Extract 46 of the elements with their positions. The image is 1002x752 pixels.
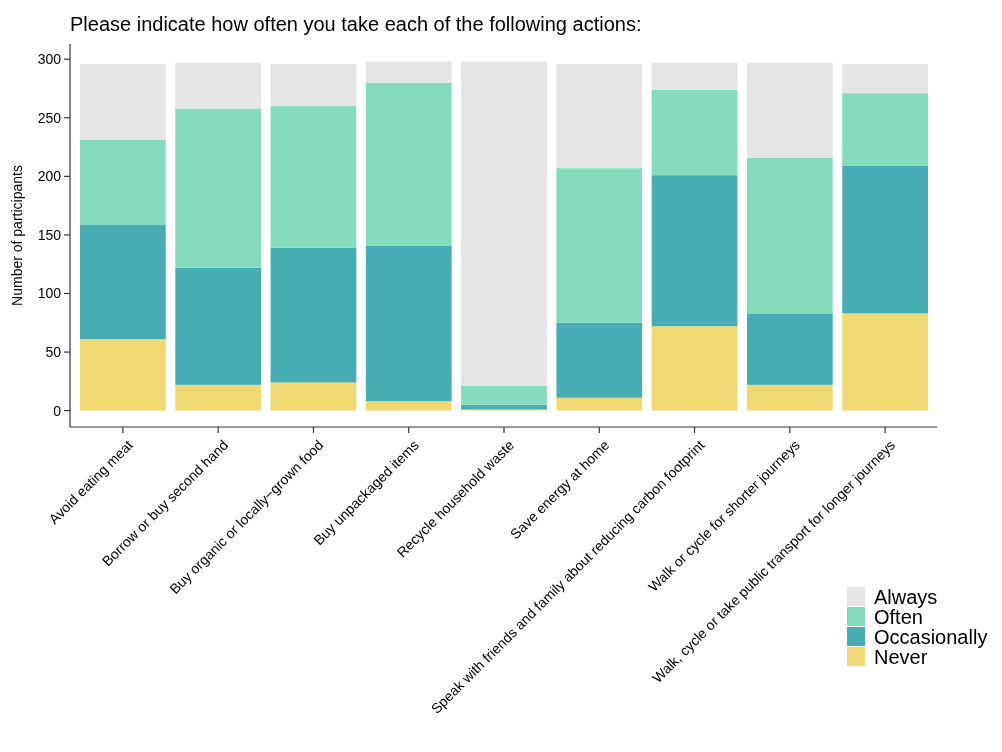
- bar: [746, 313, 833, 385]
- bar: [80, 339, 166, 411]
- bar: [175, 384, 262, 411]
- bar: [842, 165, 928, 314]
- bar: [461, 386, 547, 405]
- y-tick-label: 100: [37, 285, 62, 302]
- chart-title: Please indicate how often you take each of the following actions:: [70, 13, 642, 35]
- bar: [175, 62, 262, 109]
- bar: [365, 61, 452, 83]
- bar: [556, 168, 643, 323]
- bar: [80, 140, 166, 225]
- bar: [175, 267, 262, 385]
- legend-label: Always: [874, 586, 938, 608]
- legend-label: Never: [874, 646, 928, 668]
- bar: [365, 82, 452, 246]
- bar: [270, 106, 357, 248]
- bar: [746, 62, 833, 158]
- bar: [651, 89, 738, 176]
- bar: [270, 247, 357, 383]
- legend-label: Occasionally: [874, 626, 988, 648]
- bar: [461, 61, 547, 387]
- bar: [175, 108, 262, 268]
- bar: [651, 175, 738, 327]
- bar: [556, 322, 643, 398]
- y-tick-label: 50: [45, 343, 62, 360]
- bar: [80, 224, 166, 340]
- y-axis-title: Number of participants: [9, 165, 25, 306]
- y-tick-label: 300: [37, 51, 62, 68]
- bar: [651, 62, 738, 90]
- bar: [651, 326, 738, 411]
- y-tick-label: 150: [37, 226, 62, 243]
- bar: [365, 401, 452, 411]
- y-tick-label: 0: [53, 402, 62, 419]
- bar: [842, 93, 928, 166]
- y-tick-label: 250: [37, 109, 62, 126]
- bar: [80, 63, 166, 141]
- bar: [746, 157, 833, 314]
- bar: [365, 245, 452, 402]
- y-tick-label: 200: [37, 168, 62, 185]
- bar: [842, 313, 928, 411]
- bar: [270, 63, 357, 107]
- bar: [556, 397, 643, 411]
- bar: [556, 63, 643, 169]
- bar: [842, 63, 928, 94]
- bar: [746, 384, 833, 411]
- bar: [270, 382, 357, 411]
